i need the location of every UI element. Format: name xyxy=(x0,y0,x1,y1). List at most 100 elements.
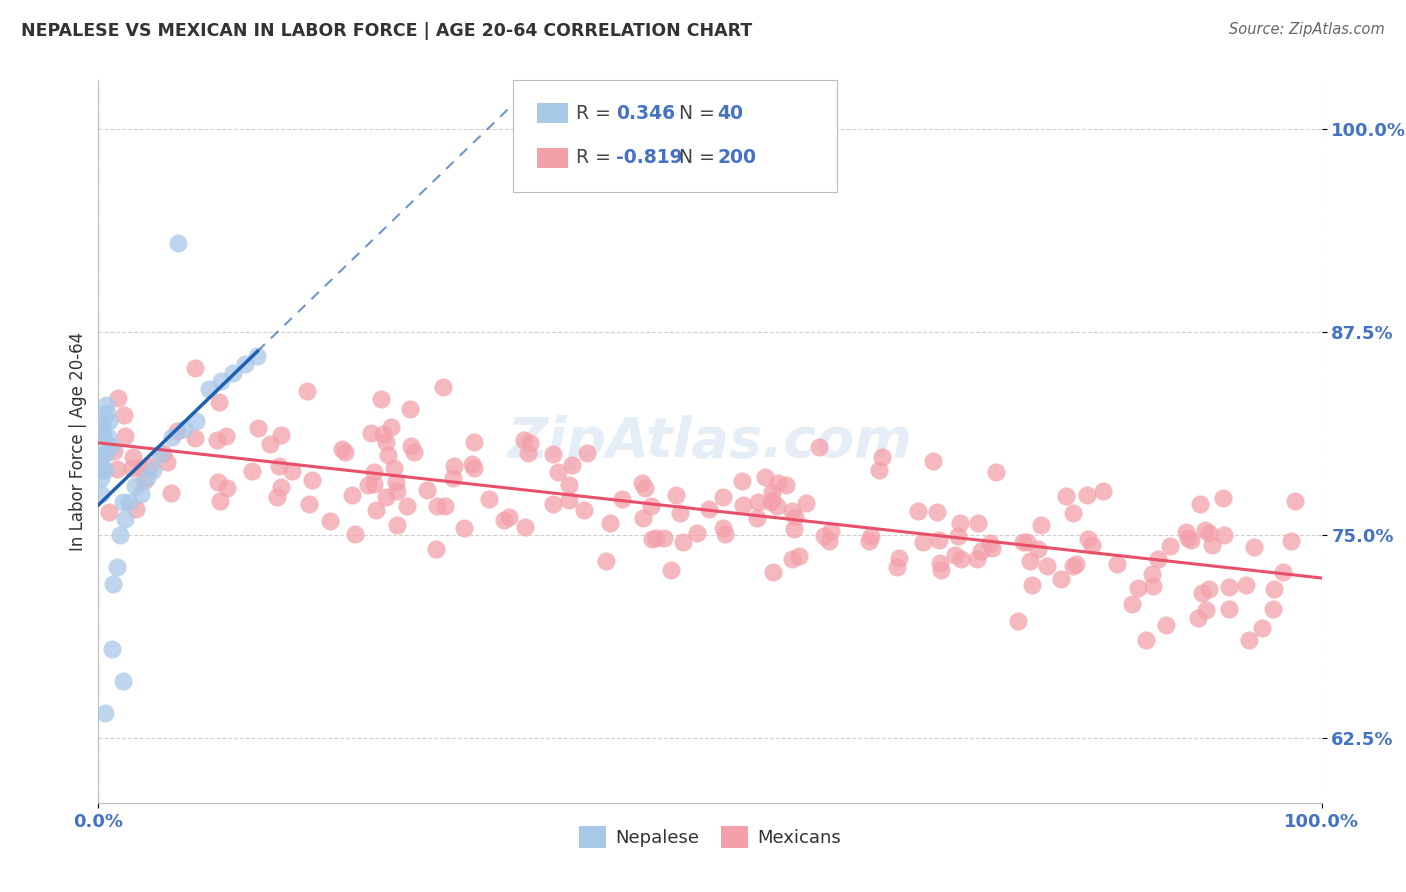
Point xyxy=(979,535,1001,549)
Point xyxy=(766,476,789,491)
Point xyxy=(443,459,465,474)
Point xyxy=(711,521,734,535)
Point xyxy=(574,503,596,517)
Point xyxy=(1159,539,1181,553)
Point xyxy=(731,475,754,489)
Point xyxy=(659,563,682,577)
Point xyxy=(685,525,707,540)
Point xyxy=(96,406,118,420)
Point xyxy=(966,552,988,566)
Point xyxy=(1121,597,1143,611)
Point xyxy=(132,475,155,489)
Point xyxy=(222,366,245,380)
Point xyxy=(787,549,810,564)
Point xyxy=(333,445,356,459)
Text: -0.819: -0.819 xyxy=(616,148,682,168)
Point xyxy=(184,361,207,376)
Point xyxy=(399,402,422,417)
Point xyxy=(93,706,115,721)
Point xyxy=(91,414,114,428)
Point xyxy=(921,454,943,468)
Point xyxy=(1012,535,1035,549)
Point xyxy=(714,527,737,541)
Point xyxy=(160,485,183,500)
Point xyxy=(399,439,422,453)
Point xyxy=(981,541,1004,555)
Point xyxy=(950,552,973,566)
Text: N =: N = xyxy=(679,148,721,168)
Point xyxy=(93,463,115,477)
Legend: Nepalese, Mexicans: Nepalese, Mexicans xyxy=(572,819,848,855)
Point xyxy=(1201,538,1223,552)
Point xyxy=(186,414,208,428)
Point xyxy=(1021,578,1043,592)
Point xyxy=(1261,602,1284,616)
Point xyxy=(858,533,880,548)
Point xyxy=(928,533,950,548)
Point xyxy=(91,422,114,436)
Point xyxy=(966,516,988,531)
Point xyxy=(363,465,385,479)
Point xyxy=(780,504,803,518)
Point xyxy=(89,447,111,461)
Point xyxy=(101,641,124,656)
Point xyxy=(1026,541,1049,556)
Point xyxy=(498,510,520,524)
Point xyxy=(1142,567,1164,582)
Point xyxy=(363,477,385,491)
Point xyxy=(297,497,319,511)
Point xyxy=(644,531,666,545)
Point xyxy=(360,426,382,441)
Point xyxy=(818,534,841,549)
Point xyxy=(1036,559,1059,574)
Point xyxy=(270,427,292,442)
Point xyxy=(139,458,162,473)
Point xyxy=(711,490,734,504)
Point xyxy=(665,488,688,502)
Point xyxy=(173,422,195,436)
Point xyxy=(91,463,114,477)
Point xyxy=(560,458,582,472)
Point xyxy=(808,440,831,454)
Point xyxy=(107,391,129,405)
Point xyxy=(630,476,652,491)
Point xyxy=(492,513,515,527)
Point xyxy=(121,461,143,475)
Point xyxy=(986,465,1008,479)
Point xyxy=(215,481,238,495)
Point xyxy=(357,477,380,491)
Point xyxy=(599,516,621,531)
Point xyxy=(1194,603,1216,617)
Point xyxy=(1031,518,1053,533)
Point xyxy=(595,554,617,568)
Point xyxy=(762,565,785,579)
Point xyxy=(91,430,114,444)
Point xyxy=(301,473,323,487)
Point xyxy=(780,551,803,566)
Point xyxy=(1284,494,1306,508)
Point xyxy=(782,522,804,536)
Point xyxy=(233,358,256,372)
Point xyxy=(513,433,536,447)
Point xyxy=(118,495,141,509)
Point xyxy=(1062,558,1084,573)
Point xyxy=(215,429,238,443)
Point xyxy=(907,504,929,518)
Point xyxy=(1218,580,1240,594)
Point xyxy=(761,492,783,507)
Point xyxy=(114,511,136,525)
Point xyxy=(697,502,720,516)
Point xyxy=(652,531,675,545)
Point xyxy=(377,448,399,462)
Point xyxy=(184,431,207,445)
Point xyxy=(208,394,231,409)
Text: ZipAtlas.com: ZipAtlas.com xyxy=(508,415,912,468)
Text: R =: R = xyxy=(576,148,617,168)
Point xyxy=(433,499,456,513)
Point xyxy=(124,479,146,493)
Point xyxy=(114,429,136,443)
Point xyxy=(672,534,695,549)
Point xyxy=(1081,538,1104,552)
Point xyxy=(269,458,291,473)
Text: NEPALESE VS MEXICAN IN LABOR FORCE | AGE 20-64 CORRELATION CHART: NEPALESE VS MEXICAN IN LABOR FORCE | AGE… xyxy=(21,22,752,40)
